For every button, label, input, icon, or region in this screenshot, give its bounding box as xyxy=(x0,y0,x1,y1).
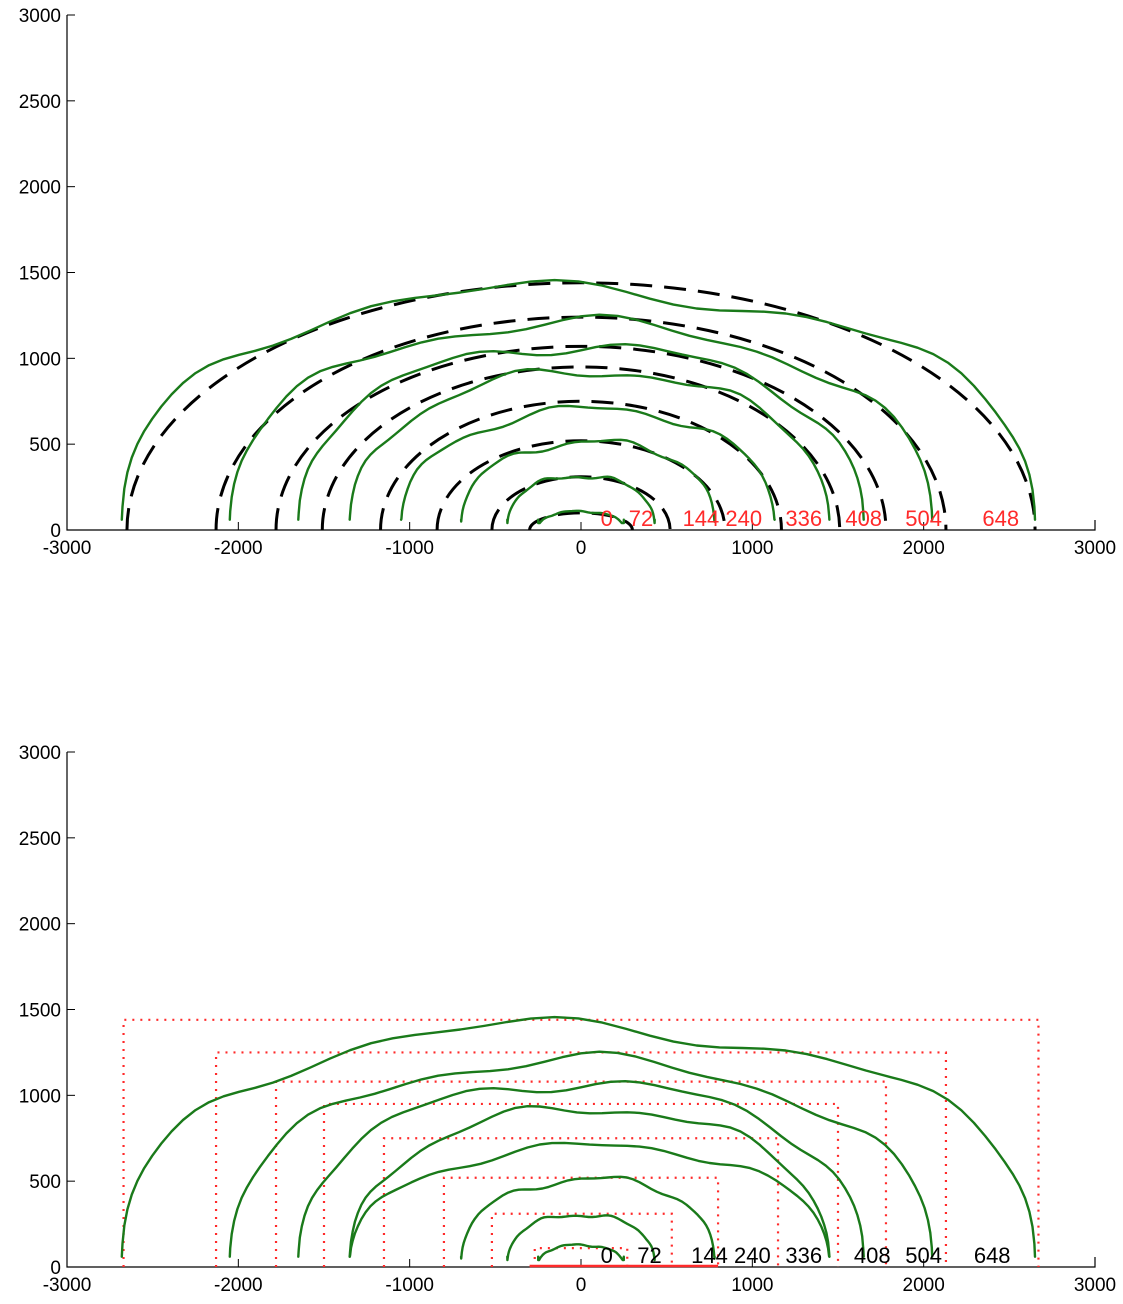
y-tick-label: 1000 xyxy=(19,1086,61,1107)
time-annotation: 144 xyxy=(691,1243,728,1268)
axes-frame xyxy=(66,752,1096,1268)
x-tick-label: -2000 xyxy=(214,1275,263,1296)
y-tick-label: 3000 xyxy=(19,6,61,27)
y-tick-label: 1500 xyxy=(19,264,61,285)
front-series-240 xyxy=(399,404,776,521)
x-tick-label: 1000 xyxy=(731,538,773,559)
y-tick-label: 2000 xyxy=(19,915,61,936)
fitted-ellipse xyxy=(125,281,1037,531)
front-series-72 xyxy=(506,475,656,525)
bottom-panel: -3000 -2000 -1000 0 1000 2000 3000 0 500 1000 1500… xyxy=(19,743,1116,1296)
time-annotation: 72 xyxy=(637,1243,661,1268)
front-series-504 xyxy=(228,313,934,521)
fitted-ellipse xyxy=(320,365,842,531)
fitted-rectangle xyxy=(214,1051,948,1267)
y-tick-label: 3000 xyxy=(19,743,61,764)
fitted-rectangle xyxy=(322,1102,840,1267)
time-annotation: 0 xyxy=(601,506,613,531)
y-tick-label: 2500 xyxy=(19,829,61,850)
time-annotation: 72 xyxy=(629,506,653,531)
x-tick-label: 3000 xyxy=(1074,538,1116,559)
front-series-0 xyxy=(537,509,625,525)
front-series-336 xyxy=(348,368,831,521)
fitted-ellipse xyxy=(214,315,948,531)
y-tick-label: 1000 xyxy=(19,349,61,370)
fitted-rectangle xyxy=(442,1176,720,1267)
x-tick-label: 2000 xyxy=(903,1275,945,1296)
front-series-72 xyxy=(506,1214,656,1262)
front-series-648 xyxy=(120,278,1037,521)
front-series-408 xyxy=(297,343,865,521)
y-tick-label: 2500 xyxy=(19,92,61,113)
fitted-ellipse xyxy=(274,344,888,531)
y-tick-label: 500 xyxy=(29,1172,61,1193)
time-annotation: 0 xyxy=(601,1243,613,1268)
time-annotation: 504 xyxy=(905,506,942,531)
time-annotation: 648 xyxy=(982,506,1019,531)
time-annotation: 144 xyxy=(683,506,720,531)
front-series-504 xyxy=(228,1050,934,1258)
top-panel: -3000 -2000 -1000 0 1000 2000 3000 0 500 1000 1500… xyxy=(19,6,1116,559)
x-tick-label: 0 xyxy=(576,538,587,559)
time-annotation: 648 xyxy=(974,1243,1011,1268)
front-series-0 xyxy=(537,1243,625,1262)
x-tick-label: -3000 xyxy=(43,1275,92,1296)
y-tick-label: 0 xyxy=(50,521,61,542)
time-annotation: 408 xyxy=(845,506,882,531)
time-annotation: 240 xyxy=(725,506,762,531)
x-tick-label: 0 xyxy=(576,1275,587,1296)
y-tick-label: 0 xyxy=(50,1258,61,1279)
front-series-408 xyxy=(297,1079,865,1258)
y-tick-label: 2000 xyxy=(19,178,61,199)
x-tick-label: 2000 xyxy=(903,538,945,559)
x-tick-label: -3000 xyxy=(43,538,92,559)
front-series-240 xyxy=(348,1141,831,1258)
fitted-ellipse xyxy=(528,511,634,531)
x-tick-label: -1000 xyxy=(385,1275,434,1296)
x-tick-label: -1000 xyxy=(385,538,434,559)
time-annotation: 408 xyxy=(854,1243,891,1268)
time-annotation: 240 xyxy=(734,1243,771,1268)
fitted-rectangle xyxy=(533,1247,629,1267)
y-tick-label: 1500 xyxy=(19,1001,61,1022)
front-series-336 xyxy=(348,1104,831,1258)
front-series-144 xyxy=(459,1175,716,1260)
x-tick-label: 1000 xyxy=(731,1275,773,1296)
axes-frame xyxy=(66,15,1096,531)
fitted-rectangle xyxy=(274,1080,888,1267)
x-tick-label: 3000 xyxy=(1074,1275,1116,1296)
time-annotation: 336 xyxy=(785,506,822,531)
time-annotation: 336 xyxy=(785,1243,822,1268)
fitted-rectangle xyxy=(382,1137,780,1267)
time-annotation: 504 xyxy=(905,1243,942,1268)
front-series-648 xyxy=(120,1015,1037,1258)
y-tick-label: 500 xyxy=(29,435,61,456)
front-series-144 xyxy=(459,438,716,523)
x-tick-label: -2000 xyxy=(214,538,263,559)
